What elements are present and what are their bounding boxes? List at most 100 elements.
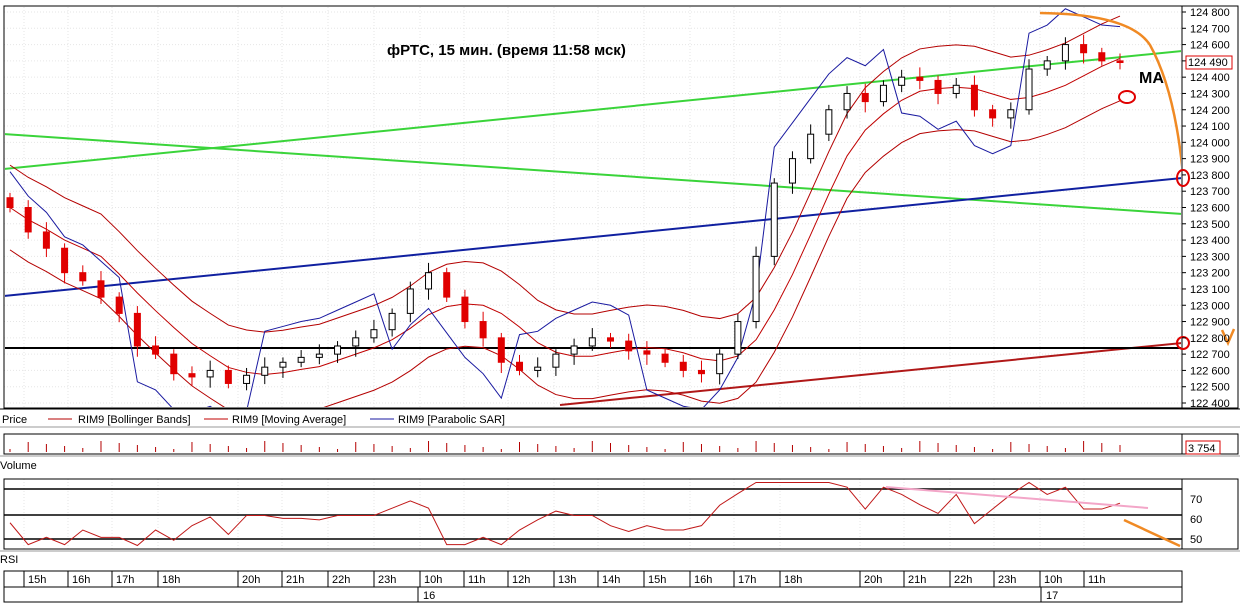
candle-body (152, 345, 160, 355)
candle-body (734, 321, 742, 355)
price-tick-label: 123 900 (1190, 154, 1230, 166)
candle-body (115, 296, 123, 314)
time-tick-label: 11h (1088, 574, 1106, 586)
time-tick-label: 17h (116, 574, 134, 586)
price-tick-label: 123 200 (1190, 268, 1230, 280)
candle-body (1098, 52, 1106, 62)
rsi-resistance-line (885, 486, 1149, 509)
parabolic-sar-line (9, 8, 1121, 407)
candle-body (952, 84, 960, 94)
candle-body (370, 329, 378, 339)
candle-body (989, 109, 997, 119)
candle-body (479, 321, 487, 339)
candle-body (1007, 109, 1015, 119)
green-trendline-down (5, 133, 1181, 215)
time-tick-label: 10h (1044, 574, 1062, 586)
candle-body (625, 340, 633, 352)
volume-value-box (1185, 440, 1221, 455)
price-tick-label: 124 700 (1190, 23, 1230, 35)
candle-body (970, 84, 978, 111)
candle-body (188, 373, 196, 378)
red-trendline-circle (1176, 336, 1190, 350)
candle-body (588, 337, 596, 347)
candle-body (61, 247, 69, 274)
candles (6, 34, 1124, 391)
time-tick-label: 14h (602, 574, 620, 586)
candle-body (807, 133, 815, 160)
candle-body (224, 369, 232, 384)
time-tick-label: 22h (954, 574, 972, 586)
forecast-arrow (1039, 11, 1181, 168)
candle-body (770, 182, 778, 257)
candle-body (1043, 60, 1051, 70)
price-tick-label: 122 800 (1190, 333, 1230, 345)
candle-body (606, 337, 614, 342)
candle-body (206, 369, 214, 378)
ma-label: MA (1139, 70, 1164, 87)
candle-body (934, 79, 942, 94)
candle-body (697, 369, 705, 375)
candle-body (133, 312, 141, 347)
candle-body (534, 366, 542, 371)
legend-moving-average: RIM9 [Moving Average] (232, 414, 346, 426)
time-tick-label: 21h (286, 574, 304, 586)
time-axis: 15h 16h 17h 18h 20h 21h 22h 23h 10h 11h 12h 13h 14h 1… (3, 570, 1183, 603)
time-tick-label: 23h (378, 574, 396, 586)
candle-body (497, 337, 505, 363)
rsi-panel: 70 60 50 RSI (0, 478, 1240, 566)
candle-body (788, 158, 796, 184)
time-tick-label: 18h (784, 574, 802, 586)
candle-body (425, 272, 433, 290)
candle-body (6, 197, 14, 209)
candle-body (552, 353, 560, 368)
candle-body (916, 76, 924, 81)
candle-body (79, 272, 87, 282)
ma-target-circle (1118, 90, 1136, 104)
time-tick-label: 12h (512, 574, 530, 586)
rsi-tick-50: 50 (1190, 534, 1202, 546)
red-trendline (559, 342, 1181, 406)
candle-body (661, 353, 669, 363)
legend-bollinger: RIM9 [Bollinger Bands] (78, 414, 191, 426)
time-tick-label: 20h (864, 574, 882, 586)
time-tick-label: 11h (468, 574, 486, 586)
time-tick-label: 21h (908, 574, 926, 586)
candle-body (570, 345, 578, 355)
time-tick-label: 23h (998, 574, 1016, 586)
candle-body (315, 353, 323, 358)
time-tick-label: 10h (424, 574, 442, 586)
time-tick-label: 22h (332, 574, 350, 586)
bollinger-lower (9, 100, 1121, 407)
blue-trendline-circle (1176, 169, 1190, 187)
day-label-17: 17 (1046, 590, 1058, 602)
legend-row: Price RIM9 [Bollinger Bands] RIM9 [Movin… (0, 408, 1240, 428)
time-tick-label: 16h (72, 574, 90, 586)
candle-body (516, 361, 524, 371)
price-tick-label: 122 500 (1190, 382, 1230, 394)
candle-body (716, 353, 724, 375)
current-price-box (1185, 55, 1233, 70)
bollinger-upper (9, 15, 1121, 333)
legend-price: Price (2, 414, 27, 426)
candle-body (825, 109, 833, 135)
candle-body (843, 92, 851, 111)
price-tick-label: 122 600 (1190, 365, 1230, 377)
legend-parabolic-sar: RIM9 [Parabolic SAR] (398, 414, 505, 426)
price-tick-label: 123 700 (1190, 186, 1230, 198)
price-tick-label: 124 400 (1190, 72, 1230, 84)
volume-value: 3 754 (1188, 443, 1216, 455)
candle-body (42, 231, 50, 249)
rsi-label: RSI (0, 554, 18, 566)
candle-body (861, 92, 869, 103)
candle-body (334, 345, 342, 355)
candle-body (261, 366, 269, 376)
candle-body (297, 356, 305, 363)
candle-body (243, 374, 251, 384)
price-tick-label: 123 000 (1190, 300, 1230, 312)
price-tick-label: 124 300 (1190, 88, 1230, 100)
time-tick-label: 15h (648, 574, 666, 586)
price-tick-label: 124 800 (1190, 7, 1230, 19)
blue-trendline (5, 177, 1181, 297)
